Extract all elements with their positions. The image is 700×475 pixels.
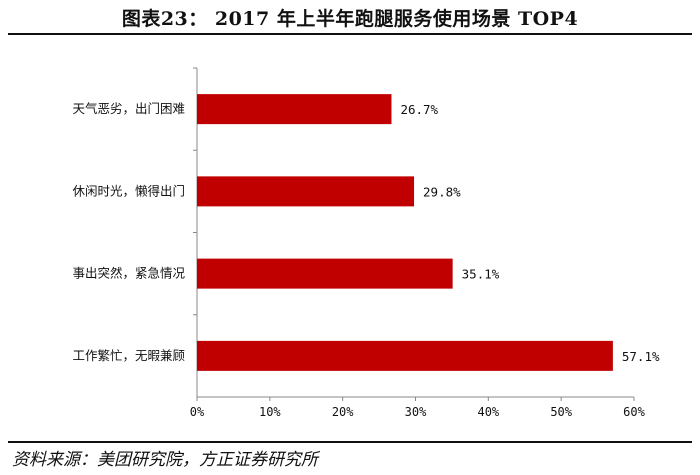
x-tick-label: 50% xyxy=(550,405,572,419)
x-tick-label: 60% xyxy=(623,405,645,419)
category-label: 事出突然，紧急情况 xyxy=(72,266,185,281)
category-label: 休闲时光，懒得出门 xyxy=(72,183,185,198)
figure-title: 图表23： 2017 年上半年跑腿服务使用场景 TOP4 xyxy=(121,8,579,30)
x-tick-label: 10% xyxy=(259,405,281,419)
bar-1 xyxy=(197,94,392,125)
bar-2 xyxy=(197,176,415,207)
source-note: 资料来源：美团研究院，方正证券研究所 xyxy=(12,450,318,470)
value-label: 29.8% xyxy=(423,184,461,199)
category-label: 天气恶劣，出门困难 xyxy=(72,101,185,116)
x-tick-label: 40% xyxy=(477,405,499,419)
x-tick-label: 0% xyxy=(190,405,205,419)
bar-3 xyxy=(197,258,453,289)
bar-chart: 天气恶劣，出门困难 26.7% 休闲时光，懒得出门 29.8% 事出突然，紧急情况 35.… xyxy=(72,67,660,419)
x-tick-label: 30% xyxy=(405,405,427,419)
source-rule xyxy=(8,441,692,443)
value-label: 57.1% xyxy=(622,349,660,364)
x-tick-label: 20% xyxy=(332,405,354,419)
bar-4 xyxy=(197,340,613,371)
category-label: 工作繁忙，无暇兼顾 xyxy=(72,348,185,363)
value-label: 35.1% xyxy=(462,267,500,282)
value-label: 26.7% xyxy=(400,102,438,117)
title-rule xyxy=(8,33,692,35)
